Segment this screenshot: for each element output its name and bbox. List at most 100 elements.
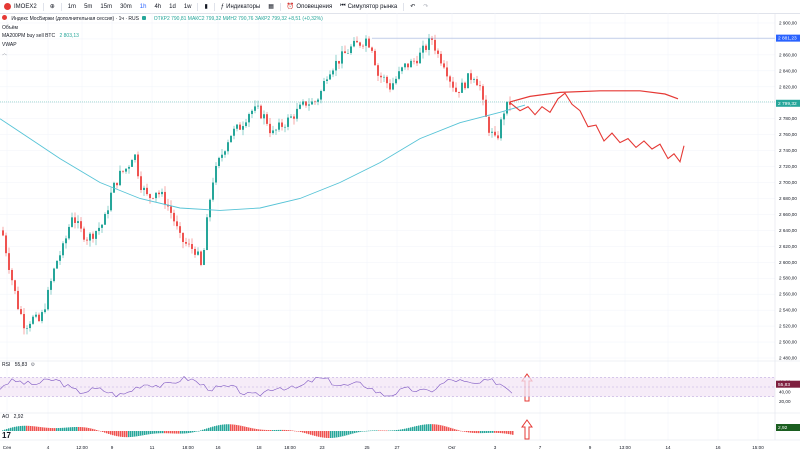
- ao-bar: [222, 424, 224, 431]
- collapse-legend-button[interactable]: ︿: [2, 50, 7, 57]
- ao-bar: [284, 429, 286, 431]
- interval-1d[interactable]: 1d: [169, 3, 176, 10]
- candle-body: [452, 81, 454, 88]
- rsi-band: [0, 377, 775, 397]
- candle-body: [32, 316, 34, 324]
- candle-body: [305, 101, 307, 106]
- indicators-button[interactable]: ƒ Индикаторы: [217, 0, 264, 13]
- interval-1m[interactable]: 1m: [67, 3, 77, 10]
- candle-body: [206, 217, 208, 251]
- ao-bar: [198, 430, 200, 432]
- candle-body: [488, 116, 490, 133]
- ao-bar: [26, 425, 28, 431]
- ao-bar: [464, 431, 466, 432]
- ao-bar: [406, 428, 408, 431]
- candle-body: [293, 116, 295, 119]
- ao-bar: [468, 431, 470, 433]
- ao-bar: [452, 428, 454, 431]
- ao-bar: [388, 430, 390, 432]
- chart-canvas[interactable]: 2 900,002 880,002 860,002 840,002 820,00…: [0, 13, 800, 453]
- chart-overlays: [0, 37, 775, 440]
- rsi-axis-label: 40,00: [779, 389, 791, 394]
- ao-bar: [280, 429, 282, 431]
- grid-icon: ▦: [268, 4, 274, 10]
- rsi-line: [0, 376, 513, 398]
- templates-button[interactable]: ▦: [264, 0, 278, 13]
- ao-bar: [28, 425, 30, 431]
- ao-bar: [404, 428, 406, 431]
- candle-body: [326, 79, 328, 82]
- candle-body: [176, 221, 178, 227]
- ao-bar: [286, 430, 288, 431]
- alerts-label: Оповещения: [296, 3, 333, 10]
- ao-bar: [242, 426, 244, 431]
- interval-30m[interactable]: 30m: [120, 3, 132, 10]
- candle-body: [392, 83, 394, 90]
- ao-bar: [142, 431, 144, 436]
- add-symbol-button[interactable]: ⊕: [46, 0, 59, 13]
- ao-bar: [368, 430, 370, 432]
- ao-bar: [104, 431, 106, 433]
- interval-1h[interactable]: 1h: [139, 3, 147, 10]
- ao-bar: [80, 427, 82, 431]
- ao-bar: [434, 424, 436, 431]
- ao-bar: [202, 429, 204, 431]
- candle-body: [164, 191, 166, 205]
- candle-body: [56, 260, 58, 269]
- ao-bar: [186, 431, 188, 434]
- ao-bar: [46, 427, 48, 431]
- interval-4h[interactable]: 4h: [154, 3, 162, 10]
- replay-button[interactable]: ⏮ Симулятор рынка: [336, 0, 401, 13]
- ao-bar: [208, 427, 210, 431]
- ao-bar: [226, 424, 228, 431]
- chart-type-button[interactable]: ▮: [200, 0, 211, 13]
- candles-icon: ▮: [204, 4, 208, 10]
- candle-body: [146, 187, 148, 195]
- ao-bar: [52, 428, 54, 431]
- volume-label: Объём: [2, 25, 18, 31]
- ao-bar: [214, 426, 216, 431]
- candle-body: [227, 142, 229, 152]
- interval-15m[interactable]: 15m: [100, 3, 113, 10]
- ao-bar: [138, 431, 140, 437]
- interval-1w[interactable]: 1w: [183, 3, 192, 10]
- ao-bar: [132, 431, 134, 437]
- ao-bar: [210, 427, 212, 431]
- time-axis-label: 18:00: [284, 445, 296, 450]
- ao-bar: [184, 431, 186, 434]
- candle-body: [401, 67, 403, 72]
- candle-body: [212, 182, 214, 200]
- candle-body: [53, 268, 55, 282]
- candle-body: [461, 82, 463, 93]
- redo-button[interactable]: ↷: [419, 0, 432, 13]
- symbol-search[interactable]: IMOEX2: [0, 0, 41, 13]
- undo-button[interactable]: ↶: [406, 0, 419, 13]
- candle-body: [257, 105, 259, 107]
- ao-bar: [272, 430, 274, 431]
- ao-bar: [302, 431, 304, 433]
- time-axis-label: 18: [256, 445, 262, 450]
- candle-body: [365, 38, 367, 46]
- ao-bar: [288, 430, 290, 431]
- ao-bar: [252, 428, 254, 431]
- last-price-badge: [776, 99, 800, 107]
- ao-bar: [476, 431, 478, 434]
- candle-body: [236, 124, 238, 129]
- ao-bar: [14, 426, 16, 431]
- rsi-settings-icon[interactable]: ⚙: [30, 362, 36, 368]
- interval-5m[interactable]: 5m: [84, 3, 93, 10]
- ao-bar: [396, 430, 398, 431]
- alerts-button[interactable]: ⏰ Оповещения: [283, 0, 336, 13]
- ao-bar: [356, 431, 358, 433]
- candle-body: [344, 51, 346, 54]
- price-axis-label: 2 760,00: [779, 132, 797, 137]
- ao-bar: [76, 426, 78, 431]
- ao-bar: [454, 429, 456, 431]
- candle-body: [455, 87, 457, 92]
- ao-legend: AO 2,92: [2, 414, 23, 420]
- ao-bar: [472, 431, 474, 433]
- ao-bar: [336, 431, 338, 438]
- ao-bar: [134, 431, 136, 437]
- candle-body: [185, 242, 187, 244]
- ao-bar: [94, 429, 96, 431]
